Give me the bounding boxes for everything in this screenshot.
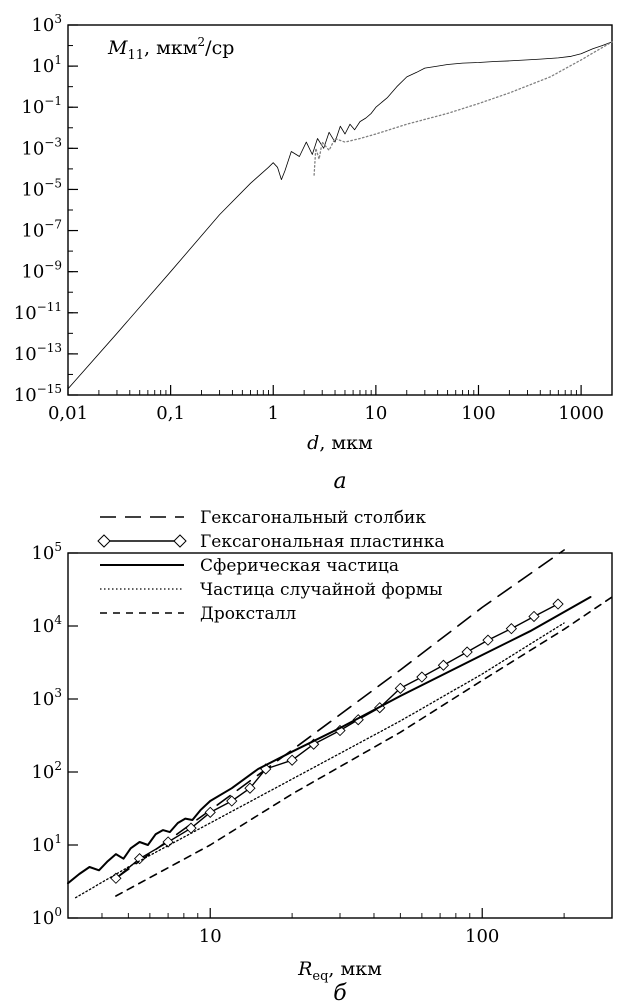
x-axis-label: Req, мкм xyxy=(297,958,382,984)
diamond-marker xyxy=(437,659,450,671)
x-tick-label: 1000 xyxy=(558,403,604,424)
x-tick-label: 10 xyxy=(199,926,222,947)
x-tick-label: 1 xyxy=(268,403,279,424)
diamond-marker xyxy=(461,646,473,658)
diamond-marker xyxy=(505,623,518,635)
x-tick-label: 100 xyxy=(465,926,499,947)
diamond-marker xyxy=(226,795,238,807)
y-tick-label: 10−3 xyxy=(21,135,62,159)
legend-label-0: Гексагональный столбик xyxy=(200,508,426,528)
y-tick-label: 101 xyxy=(31,832,62,856)
y-tick-label: 10−5 xyxy=(21,176,62,200)
x-tick-label: 0,1 xyxy=(156,403,185,424)
series-line-0 xyxy=(67,41,613,390)
series-line-2 xyxy=(67,596,592,885)
panel-label-a: а xyxy=(333,469,346,494)
y-tick-label: 100 xyxy=(31,905,62,929)
legend-diamond-marker xyxy=(173,534,187,548)
y-tick-label: 103 xyxy=(31,686,62,710)
y-tick-label: 104 xyxy=(31,613,62,637)
y-tick-label: 103 xyxy=(31,12,62,36)
diamond-marker xyxy=(286,754,298,766)
y-tick-label: 105 xyxy=(31,540,62,564)
legend-label-1: Гексагональная пластинка xyxy=(200,532,444,552)
diamond-marker xyxy=(482,634,494,646)
y-tick-label: 10−7 xyxy=(21,218,62,242)
series-line-3 xyxy=(74,622,565,899)
x-tick-label: 10 xyxy=(364,403,387,424)
legend-label-3: Частица случайной формы xyxy=(200,580,443,600)
y-tick-label: 10−15 xyxy=(14,382,62,406)
y-tick-label: 10−9 xyxy=(21,259,62,283)
diamond-marker xyxy=(552,598,564,610)
series-line-1 xyxy=(313,41,613,176)
y-tick-label: 10−1 xyxy=(21,94,62,118)
diamond-marker xyxy=(394,682,406,694)
diamond-marker xyxy=(528,610,540,623)
panel-label-b: б xyxy=(333,981,347,1004)
y-tick-label: 102 xyxy=(31,759,62,783)
y-tick-label: 10−13 xyxy=(14,341,62,365)
diamond-marker xyxy=(416,671,428,683)
legend-diamond-marker xyxy=(97,534,111,548)
x-tick-label: 0,01 xyxy=(48,403,88,424)
series-line-0 xyxy=(115,549,565,880)
y-tick-label: 101 xyxy=(31,53,62,77)
diamond-marker xyxy=(244,782,256,794)
chart-panel-a: 10−1510−1310−1110−910−710−510−310−110110… xyxy=(14,12,613,494)
y-axis-label: M11, мкм2/ср xyxy=(107,35,234,63)
series-line-4 xyxy=(115,596,613,897)
y-tick-label: 10−11 xyxy=(14,300,62,324)
x-axis-label: d, мкм xyxy=(307,432,373,454)
x-tick-label: 100 xyxy=(461,403,495,424)
diamond-marker xyxy=(204,806,216,818)
legend-label-4: Дроксталл xyxy=(200,604,296,624)
diamond-marker xyxy=(133,853,146,865)
legend-label-2: Сферическая частица xyxy=(200,556,399,576)
